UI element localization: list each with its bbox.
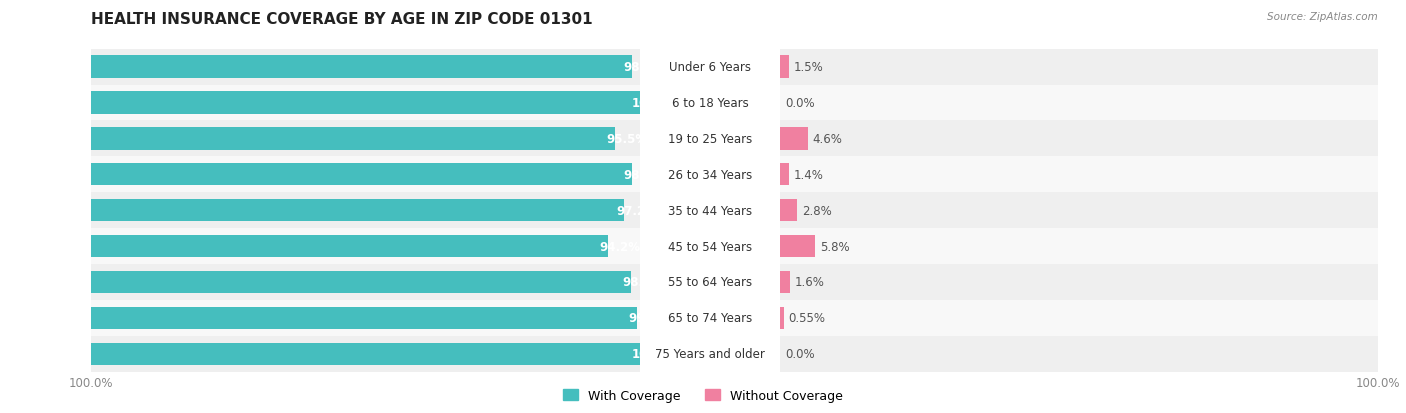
Bar <box>780 157 1378 193</box>
Text: Under 6 Years: Under 6 Years <box>669 61 751 74</box>
Bar <box>780 300 1378 336</box>
Bar <box>91 85 640 121</box>
Text: 6 to 18 Years: 6 to 18 Years <box>672 97 748 110</box>
Text: 1.6%: 1.6% <box>794 276 824 289</box>
Bar <box>91 193 640 228</box>
Text: 19 to 25 Years: 19 to 25 Years <box>668 133 752 145</box>
Bar <box>91 336 640 372</box>
Text: 98.5%: 98.5% <box>623 61 665 74</box>
Text: 99.5%: 99.5% <box>628 311 669 325</box>
Bar <box>780 235 815 258</box>
Bar <box>780 85 1378 121</box>
Text: 4.6%: 4.6% <box>813 133 842 145</box>
Text: 98.4%: 98.4% <box>623 276 664 289</box>
Text: 1.4%: 1.4% <box>793 169 824 181</box>
Text: 55 to 64 Years: 55 to 64 Years <box>668 276 752 289</box>
Text: 95.5%: 95.5% <box>607 133 648 145</box>
Bar <box>780 56 789 78</box>
Text: 0.55%: 0.55% <box>789 311 825 325</box>
Bar <box>780 307 783 329</box>
Bar <box>91 307 637 329</box>
Bar <box>780 193 1378 228</box>
Text: 75 Years and older: 75 Years and older <box>655 347 765 360</box>
Bar <box>91 343 640 365</box>
Bar <box>91 264 640 300</box>
Bar <box>780 199 797 222</box>
Text: 5.8%: 5.8% <box>820 240 849 253</box>
Bar <box>780 336 1378 372</box>
Bar <box>91 199 624 222</box>
Bar <box>91 128 614 150</box>
Text: 45 to 54 Years: 45 to 54 Years <box>668 240 752 253</box>
Text: 65 to 74 Years: 65 to 74 Years <box>668 311 752 325</box>
Text: 2.8%: 2.8% <box>801 204 831 217</box>
Text: 0.0%: 0.0% <box>785 347 814 360</box>
Text: 97.2%: 97.2% <box>616 204 657 217</box>
Bar <box>91 121 640 157</box>
Text: 35 to 44 Years: 35 to 44 Years <box>668 204 752 217</box>
Text: 0.0%: 0.0% <box>785 97 814 110</box>
Bar <box>91 56 631 78</box>
Text: 100.0%: 100.0% <box>631 347 681 360</box>
Bar <box>780 164 789 186</box>
Bar <box>780 121 1378 157</box>
Bar <box>91 235 607 258</box>
Text: Source: ZipAtlas.com: Source: ZipAtlas.com <box>1267 12 1378 22</box>
Bar <box>91 228 640 264</box>
Bar <box>780 228 1378 264</box>
Text: 26 to 34 Years: 26 to 34 Years <box>668 169 752 181</box>
Bar <box>91 271 631 293</box>
Bar <box>91 300 640 336</box>
Bar <box>780 50 1378 85</box>
Legend: With Coverage, Without Coverage: With Coverage, Without Coverage <box>558 384 848 407</box>
Bar <box>91 157 640 193</box>
Text: 1.5%: 1.5% <box>794 61 824 74</box>
Bar <box>91 92 640 114</box>
Text: HEALTH INSURANCE COVERAGE BY AGE IN ZIP CODE 01301: HEALTH INSURANCE COVERAGE BY AGE IN ZIP … <box>91 12 593 27</box>
Bar <box>91 50 640 85</box>
Bar <box>780 128 808 150</box>
Bar <box>780 271 790 293</box>
Text: 94.2%: 94.2% <box>600 240 641 253</box>
Text: 100.0%: 100.0% <box>631 97 681 110</box>
Text: 98.6%: 98.6% <box>624 169 665 181</box>
Bar <box>780 264 1378 300</box>
Bar <box>91 164 633 186</box>
